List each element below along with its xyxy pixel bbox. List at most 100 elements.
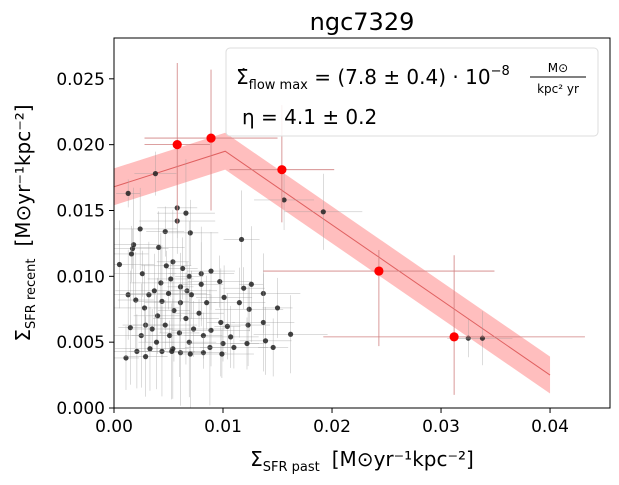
data-point [187,351,193,357]
data-point [155,313,161,319]
data-point [170,259,176,265]
plot-frame [113,37,611,409]
data-point [228,334,234,340]
x-tick-label: 0.03 [422,417,460,437]
data-point [116,261,123,268]
y-tick-label: 0.020 [56,136,105,156]
data-point [218,319,224,326]
data-point [162,322,168,328]
model-layer [114,132,551,394]
data-point [217,278,223,285]
data-point [162,228,168,235]
binned-point [172,140,182,150]
data-point [260,319,266,326]
data-point [248,281,254,287]
legend-frac-num: M⊙ [548,61,568,75]
data-point [186,339,192,345]
data-point [281,197,287,203]
y-axis-label-sub: SFR recent [24,259,39,329]
data-point [158,280,164,286]
data-point [236,300,242,306]
data-point [153,339,160,345]
chart-title: ngc7329 [310,8,415,36]
data-point [231,344,237,351]
data-point [320,209,326,215]
data-point [204,300,210,306]
data-point [151,288,157,294]
y-tick-label: 0.000 [56,399,105,419]
y-axis-label-sigma: Σ [11,329,35,342]
data-point [200,350,206,356]
data-point [245,322,251,328]
data-point [146,292,152,298]
legend: Σ̇flow max = (7.8 ± 0.4) · 10−8 M⊙ kpc² … [225,47,599,137]
binned-point [449,332,459,342]
data-point [190,326,197,332]
x-tick-label: 0.04 [531,417,569,437]
binned-point [277,165,287,175]
x-axis-label-units: [M⊙yr⁻¹kpc⁻²] [332,447,474,471]
data-point [171,307,177,314]
data-point [149,326,155,332]
y-tick-label: 0.010 [56,267,105,287]
model-line [114,150,551,376]
data-point [141,305,148,311]
y-tick-label: 0.015 [56,201,105,221]
data-point [137,226,143,232]
data-point [169,348,175,354]
data-point [123,355,129,361]
data-point [147,346,153,352]
binned-layer [144,63,585,395]
data-point [208,327,214,333]
legend-sub-flowmax: flow max [249,78,309,93]
legend-frac-den: kpc² yr [537,82,579,96]
data-point [208,268,214,274]
x-axis-ticks: 0.00 0.01 0.02 0.03 0.04 [95,408,569,437]
data-point [127,325,133,331]
legend-line1: Σ̇flow max = (7.8 ± 0.4) · 10−8 [236,64,510,93]
data-point [188,292,194,298]
data-point [156,244,162,250]
y-axis-label-units: [M⊙yr⁻¹kpc⁻²] [11,104,35,246]
data-point [224,323,230,329]
y-axis-ticks: 0.000 0.005 0.010 0.015 0.020 0.025 [56,70,114,419]
binned-point [206,133,216,143]
y-tick-label: 0.025 [56,70,105,90]
legend-sigma-dot: Σ̇ [236,65,249,89]
data-point [139,271,145,277]
data-point [246,306,252,312]
data-point [287,331,294,337]
data-point [220,340,226,347]
data-point [183,210,189,216]
data-point [168,276,174,282]
data-point [163,263,169,269]
data-point [128,251,135,257]
data-point [187,230,193,236]
data-point [241,285,247,291]
data-point [125,190,131,196]
data-point [180,265,186,272]
x-tick-label: 0.00 [95,417,133,437]
data-point [270,344,276,351]
x-tick-label: 0.02 [313,417,351,437]
points-layer [114,151,513,408]
data-point [143,354,149,360]
data-point [262,338,269,344]
data-point [129,246,136,252]
data-point [176,330,183,336]
data-point [183,315,189,322]
x-axis-label: ΣSFR past [M⊙yr⁻¹kpc⁻²] [250,447,474,475]
data-point [198,281,204,287]
legend-exponent: −8 [491,64,510,79]
x-axis-label-sigma: Σ [250,447,263,471]
data-point [152,171,159,177]
x-tick-label: 0.01 [204,417,242,437]
data-point [165,290,172,297]
data-point [244,340,250,347]
legend-frame [225,47,599,137]
y-tick-label: 0.005 [56,333,105,353]
binned-point [374,266,384,276]
legend-value: = (7.8 ± 0.4) · 10 [308,65,491,89]
data-point [186,273,192,279]
